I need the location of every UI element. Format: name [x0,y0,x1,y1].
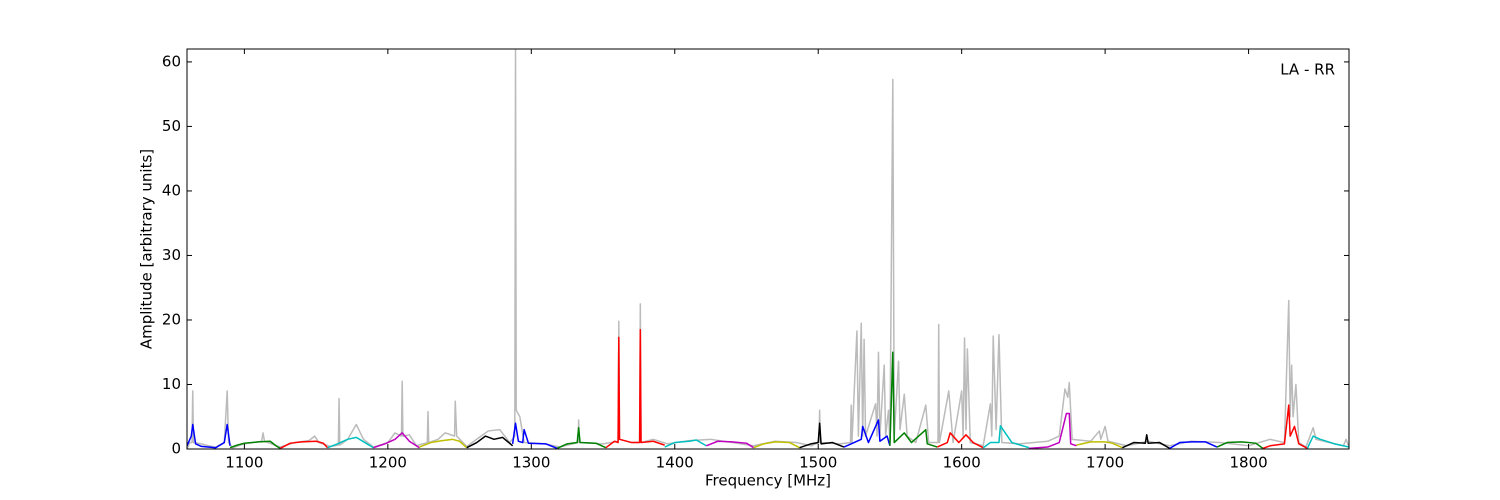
spectrum-line [1216,441,1264,449]
spectrum-line [466,435,514,449]
annotation: LA - RR [1280,61,1335,79]
spectrum-line [889,351,938,448]
x-tick-label: 1300 [512,454,550,472]
spectrum-line [664,439,707,448]
plot-frame [186,48,1350,450]
spectrum-line [799,422,845,449]
spectrum-line [279,440,329,449]
y-tick-label: 50 [162,117,181,135]
y-axis-label: Amplitude [arbitrary units] [138,149,156,349]
x-tick-label: 1700 [1086,454,1124,472]
spectrum-line [327,436,374,449]
y-tick-label: 20 [162,310,181,328]
spectrum-line [229,440,281,449]
spectrum-line [419,438,468,449]
spectrum-line [982,425,1030,449]
spectrum-line [1076,441,1123,449]
y-tick-label: 30 [162,246,181,264]
y-tick-label: 40 [162,181,181,199]
x-tick-label: 1200 [369,454,407,472]
spectrum-line [843,419,891,448]
y-tick-label: 10 [162,375,181,393]
spectrum-line [1306,435,1349,449]
y-tick-label: 60 [162,52,181,70]
x-tick-label: 1800 [1229,454,1267,472]
spectrum-line [1262,404,1308,449]
spectrum-line [1029,412,1077,449]
plot-area [187,49,1349,449]
spectrum-line [187,49,1349,449]
spectrum-line [187,423,231,449]
spectrum-line [706,440,755,449]
spectrum-line [373,432,420,449]
y-tick-label: 0 [171,440,181,458]
spectrum-line [511,422,558,449]
spectrum-line [1169,441,1218,449]
spectrum-line [605,328,665,449]
spectrum-line [1122,434,1171,449]
spectrum-line [936,432,984,449]
x-tick-label: 1500 [799,454,837,472]
x-tick-label: 1100 [225,454,263,472]
x-tick-label: 1600 [943,454,981,472]
x-tick-label: 1400 [656,454,694,472]
x-axis-label: Frequency [MHz] [705,472,831,490]
spectrum-line [753,441,800,449]
spectrum-line [556,426,607,449]
